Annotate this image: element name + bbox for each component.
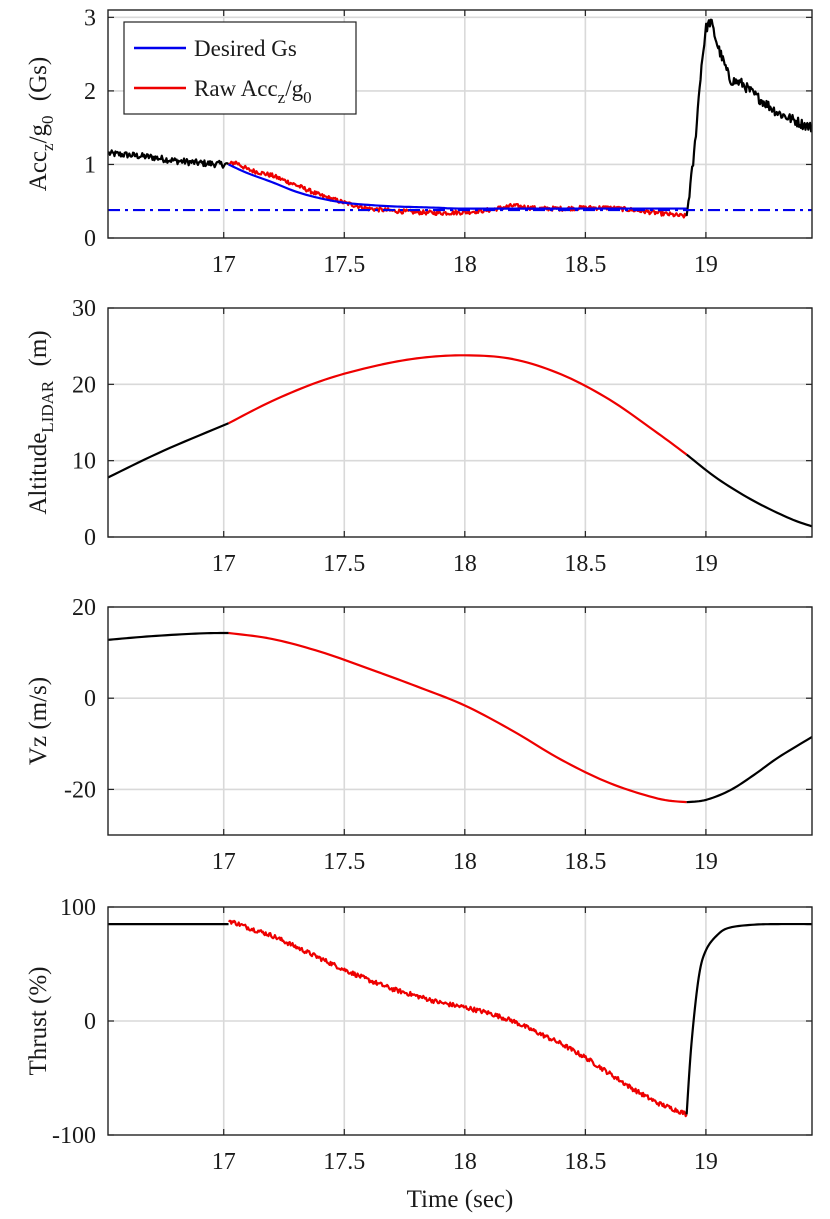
vz-series-line [108, 631, 229, 641]
altitude-panel: 17 17.5 18 18.5 19 0 10 20 30 AltitudeLIDAR (m) [25, 296, 813, 577]
acc-x-tick-label: 17.5 [323, 252, 365, 278]
alt-x-tick-label: 17.5 [323, 551, 365, 577]
vz-y-tick-label: -20 [64, 777, 96, 803]
vz-y-tick-label: 0 [84, 686, 96, 712]
alt-x-tick-label: 17 [212, 551, 236, 577]
vz-y-axis-label: Vz (m/s) [25, 677, 52, 765]
thrust-series-line [228, 919, 688, 1118]
vz-series-group [108, 631, 812, 804]
thrust-y-axis-label: Thrust (%) [25, 967, 52, 1076]
acc-x-tick-label: 17 [212, 252, 236, 278]
thrust-x-tick-label: 17 [212, 1149, 236, 1175]
legend-label: Raw Accz/g0 [194, 76, 312, 107]
vz-series-line [686, 736, 812, 804]
thrust-y-tick-label: 0 [84, 1009, 96, 1035]
thrust-x-tick-label: 18 [453, 1149, 477, 1175]
alt-y-tick-label: 10 [72, 449, 96, 475]
acc-x-tick-label: 18 [453, 252, 477, 278]
alt-y-tick-label: 0 [84, 525, 96, 551]
alt-plot-area [108, 308, 812, 537]
legend-label: Desired Gs [194, 36, 297, 61]
vz-plot-area [108, 607, 812, 835]
vz-axes-frame [107, 606, 813, 836]
alt-x-tick-label: 18.5 [564, 551, 606, 577]
legend: Desired Gs Raw Accz/g0 [123, 21, 357, 115]
acc-y-tick-label: 3 [84, 5, 96, 31]
thrust-series-group [108, 919, 812, 1118]
alt-ylabel-unit: (m) [25, 330, 52, 372]
alt-y-tick-label: 20 [72, 372, 96, 398]
thrust-x-tick-label: 19 [694, 1149, 718, 1175]
acc-series-line [685, 18, 812, 217]
acc-ylabel-unit: (Gs) [25, 57, 52, 108]
thrust-series-line [685, 922, 812, 1115]
acc-series-group [108, 18, 812, 219]
alt-y-tick-label: 30 [72, 296, 96, 322]
thrust-x-tick-label: 18.5 [564, 1149, 606, 1175]
acc-x-tick-label: 18.5 [564, 252, 606, 278]
acc-ylabel-mid: /g [25, 123, 52, 143]
alt-series-group [108, 354, 812, 528]
vz-x-tick-label: 19 [694, 849, 718, 875]
acc-y-tick-label: 2 [84, 79, 96, 105]
vz-x-tick-label: 17.5 [323, 849, 365, 875]
thrust-y-tick-label: 100 [60, 895, 96, 921]
vertical-velocity-panel: 17 17.5 18 18.5 19 -20 0 20 Vz (m/s) [25, 595, 813, 875]
alt-ylabel-sub1: LIDAR [38, 380, 57, 433]
vz-x-tick-label: 17 [212, 849, 236, 875]
alt-x-tick-label: 19 [694, 551, 718, 577]
alt-ylabel-main: Altitude [25, 433, 52, 515]
acc-ylabel-main: Acc [25, 151, 52, 191]
vz-ylabel-main: Vz (m/s) [25, 677, 52, 765]
alt-series-line [685, 453, 812, 528]
acc-y-tick-label: 1 [84, 152, 96, 178]
acc-y-axis-label: Accz/g0 (Gs) [25, 57, 57, 191]
acc-series-line [228, 160, 688, 219]
vz-x-tick-label: 18 [453, 849, 477, 875]
thrust-panel: 17 17.5 18 18.5 19 -100 0 100 Thrust (%) Time (se… [25, 895, 813, 1213]
vz-y-tick-label: 20 [72, 595, 96, 621]
alt-x-tick-label: 18 [453, 551, 477, 577]
alt-axes-frame [107, 307, 813, 538]
thrust-ylabel-main: Thrust (%) [25, 967, 52, 1076]
thrust-y-tick-label: -100 [52, 1123, 96, 1149]
vz-x-tick-label: 18.5 [564, 849, 606, 875]
alt-series-line [228, 354, 688, 456]
x-axis-label: Time (sec) [407, 1186, 514, 1213]
acc-series-line [228, 163, 687, 210]
vz-series-line [228, 631, 687, 804]
acc-x-tick-label: 19 [694, 252, 718, 278]
acc-ylabel-sub2: 0 [38, 115, 57, 124]
acc-axes-frame [107, 9, 813, 239]
legend-box [123, 21, 357, 115]
acc-ylabel-sub1: z [38, 143, 57, 151]
thrust-x-tick-label: 17.5 [323, 1149, 365, 1175]
acc-series-line [108, 149, 230, 169]
acc-y-tick-label: 0 [84, 226, 96, 252]
alt-series-line [108, 422, 229, 479]
alt-y-axis-label: AltitudeLIDAR (m) [25, 330, 57, 514]
